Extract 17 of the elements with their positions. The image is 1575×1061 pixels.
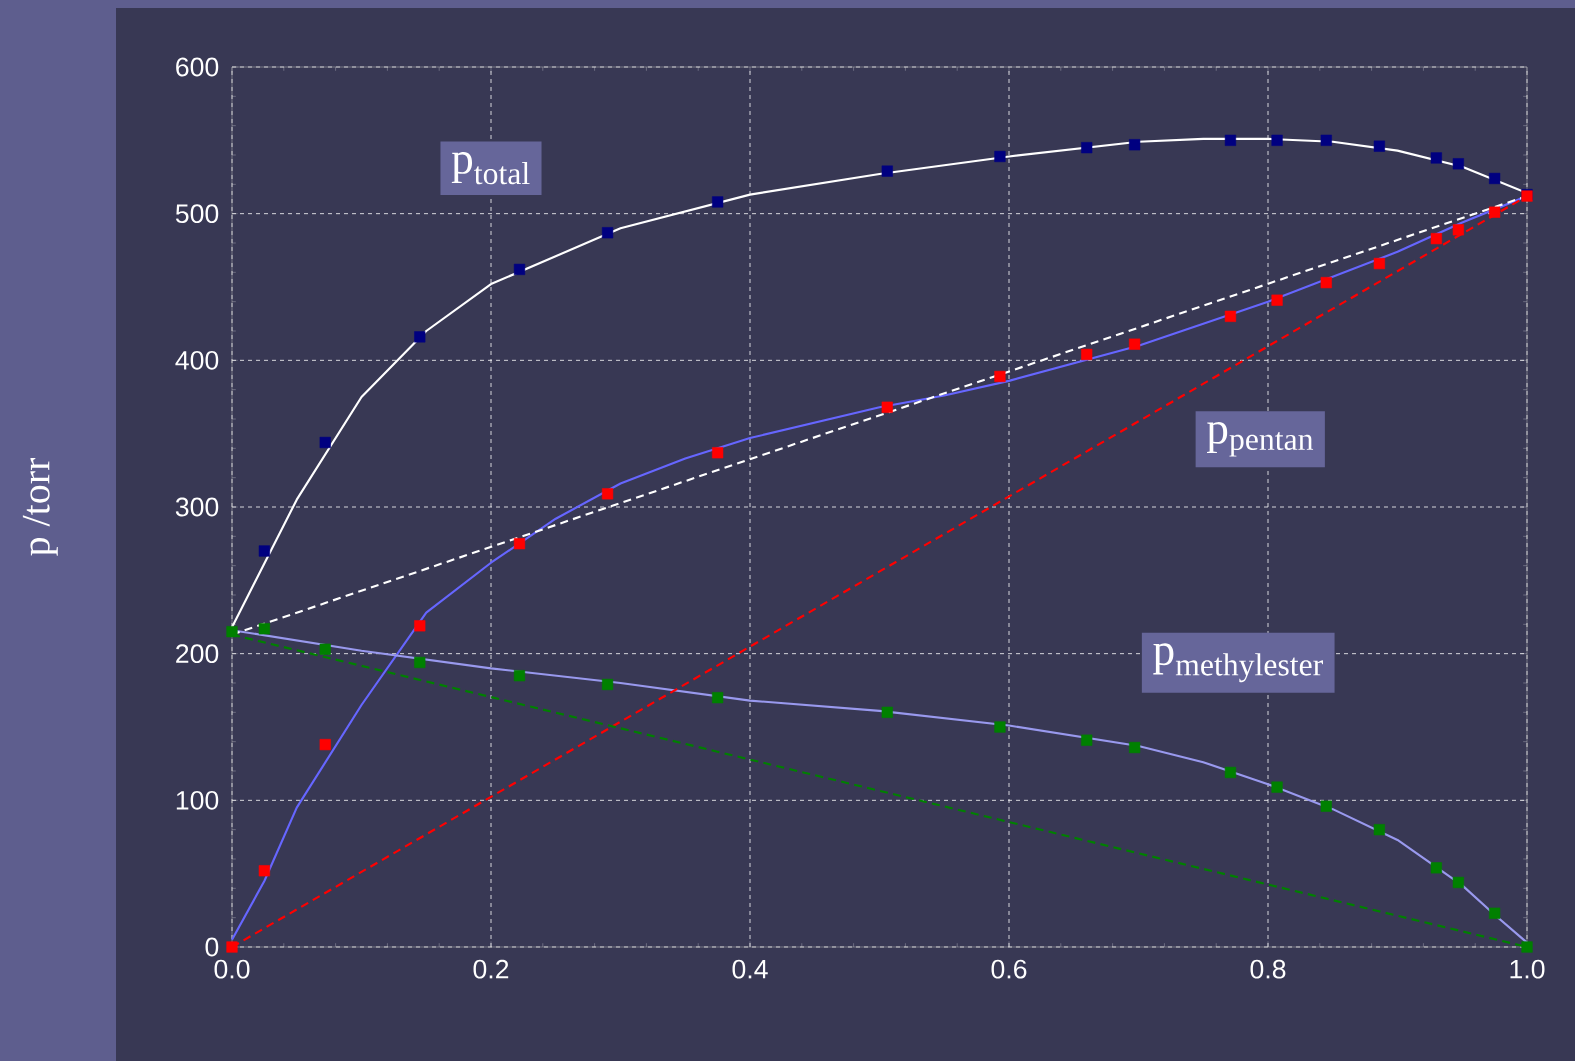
x-tick-label: 1.0 [1510,959,1545,979]
y-tick-label: 100 [176,790,219,810]
annotation: $\mathrm{p}_{\mathrm{methylester}}$ [1153,643,1323,683]
x-tick-label: 0.6 [991,959,1027,979]
x-tick-label: 0.0 [214,959,250,979]
annotation: $\mathrm{p}_{\mathrm{total}}$ [451,152,530,185]
x-tick-label: 0.2 [473,959,509,979]
y-tick-label: 300 [175,497,219,517]
y-tick-label: 500 [175,204,219,224]
y-axis-title: p /torr [22,457,58,556]
y-tick-label: 0 [205,937,219,957]
annotation: $\mathrm{p}_{\mathrm{pentan}}$ [1207,421,1314,457]
y-tick-label: 200 [176,644,219,664]
x-tick-label: 0.8 [1250,959,1286,979]
y-tick-label: 600 [176,57,219,77]
x-tick-label: 0.4 [732,959,768,979]
y-tick-label: 400 [175,350,219,370]
